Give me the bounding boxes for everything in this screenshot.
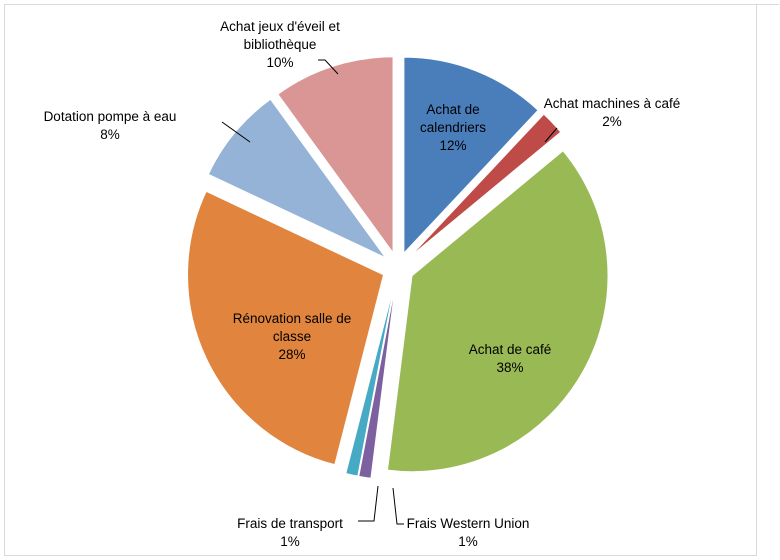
category-name: Dotation pompe à eau	[43, 109, 177, 124]
value-label: 28%	[278, 347, 306, 362]
slice-label: Achat jeux d'éveil et bibliothèque 10%	[200, 18, 360, 72]
pie-slice	[403, 56, 539, 255]
value-label: 12%	[439, 138, 467, 153]
leader-line	[544, 127, 558, 143]
slice-label: Achat machines à café 2%	[537, 95, 687, 131]
pie-slice	[386, 150, 609, 473]
leader-line	[358, 485, 379, 522]
slice-label: Rénovation salle de classe 28%	[217, 310, 367, 364]
slice-label: Frais de transport 1%	[220, 515, 360, 551]
pie-slice	[277, 56, 394, 255]
leader-line	[318, 59, 339, 75]
category-name: Frais de transport	[237, 516, 343, 531]
value-label: 1%	[458, 534, 478, 549]
slice-label: Frais Western Union 1%	[383, 515, 553, 551]
pie-slice	[187, 190, 385, 466]
value-label: 38%	[496, 360, 524, 375]
pie-slice	[207, 98, 387, 259]
leader-line	[392, 487, 404, 525]
value-label: 1%	[280, 534, 300, 549]
value-label: 8%	[100, 127, 120, 142]
category-name: Rénovation salle de classe	[232, 311, 352, 344]
slice-label: Achat de calendriers 12%	[403, 101, 503, 155]
pie-slice	[409, 113, 562, 258]
value-label: 10%	[266, 55, 294, 70]
slice-label: Achat de café 38%	[450, 341, 570, 377]
category-name: Achat jeux d'éveil et bibliothèque	[220, 19, 340, 52]
pie-slice	[345, 283, 396, 477]
pie-slice	[358, 283, 396, 479]
slice-label: Dotation pompe à eau 8%	[40, 108, 180, 144]
category-name: Achat de café	[468, 342, 552, 357]
category-name: Achat de calendriers	[419, 102, 487, 135]
leader-line	[221, 121, 251, 143]
category-name: Frais Western Union	[406, 516, 530, 531]
category-name: Achat machines à café	[543, 96, 681, 111]
value-label: 2%	[602, 114, 622, 129]
